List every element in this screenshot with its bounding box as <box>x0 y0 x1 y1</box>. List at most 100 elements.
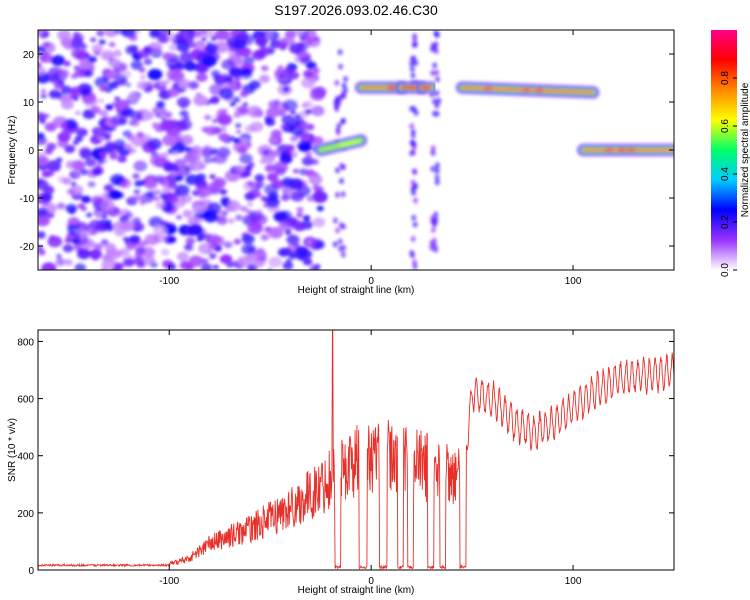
noise-blob <box>277 65 284 70</box>
noise-blob <box>174 159 186 169</box>
noise-blob <box>245 165 253 171</box>
noise-blob <box>261 153 275 164</box>
noise-blob <box>61 86 71 94</box>
noise-blob <box>285 144 294 151</box>
noise-blob <box>137 81 148 89</box>
noise-blob <box>177 97 191 107</box>
gap-blob <box>342 83 347 89</box>
signal-hotspot <box>350 140 360 144</box>
gap-blob <box>340 93 345 99</box>
noise-blob <box>247 222 263 234</box>
noise-blob <box>254 174 264 182</box>
noise-blob <box>146 190 156 198</box>
noise-blob <box>99 152 107 158</box>
noise-blob <box>247 202 253 206</box>
noise-blob <box>227 200 237 208</box>
snr-ylabel: SNR (10 * v/v) <box>7 418 18 482</box>
gap-blob <box>435 76 440 82</box>
noise-blob <box>317 206 324 211</box>
noise-blob <box>240 206 247 212</box>
colorbar-tick-label: 0.2 <box>720 215 731 229</box>
gap-blob <box>335 127 340 133</box>
gap-blob <box>412 264 417 270</box>
noise-blob <box>268 227 283 239</box>
noise-blob <box>134 189 141 194</box>
noise-blob <box>203 157 212 164</box>
noise-blob <box>220 127 226 132</box>
noise-blob <box>234 239 242 245</box>
noise-blob <box>175 34 182 39</box>
noise-blob <box>88 181 96 187</box>
noise-blob <box>218 133 229 142</box>
noise-blob <box>247 106 262 118</box>
noise-blob <box>124 212 133 219</box>
gap-blob <box>334 104 339 110</box>
signal-segment <box>583 148 674 152</box>
noise-blob <box>205 43 218 53</box>
signal-hotspot <box>626 148 636 152</box>
noise-blob <box>184 61 197 71</box>
noise-blob <box>213 153 227 164</box>
gap-blob <box>411 236 416 242</box>
noise-blob <box>43 42 51 48</box>
noise-blob <box>179 110 188 117</box>
noise-blob <box>79 147 91 156</box>
noise-blob <box>115 208 120 212</box>
noise-blob <box>303 258 313 265</box>
noise-blob <box>203 211 218 223</box>
noise-blob <box>57 132 70 142</box>
colorbar-label: Normalized spectral amplitude <box>740 82 750 217</box>
noise-blob <box>275 100 280 104</box>
noise-blob <box>104 223 114 230</box>
noise-blob <box>185 244 191 248</box>
noise-blob <box>101 239 109 245</box>
gap-blob <box>335 192 340 198</box>
signal-hotspot <box>386 86 396 90</box>
snr-line <box>38 330 674 569</box>
noise-blob <box>229 67 243 77</box>
spectrogram-y-tick-label: 10 <box>23 98 35 109</box>
noise-blob <box>270 130 282 139</box>
noise-blob <box>94 50 101 56</box>
noise-blob <box>136 114 142 118</box>
noise-blob <box>242 234 255 244</box>
noise-blob <box>295 246 308 256</box>
noise-blob <box>313 36 320 41</box>
noise-blob <box>281 153 290 160</box>
noise-blob <box>144 58 153 65</box>
noise-blob <box>294 169 300 174</box>
noise-blob <box>281 194 290 201</box>
gap-blob <box>434 70 439 76</box>
noise-blob <box>123 237 129 242</box>
signal-hotspot <box>483 87 493 91</box>
noise-blob <box>188 81 199 89</box>
gap-blob <box>435 174 440 180</box>
noise-blob <box>241 244 256 255</box>
noise-blob <box>193 31 201 37</box>
noise-blob <box>74 66 80 70</box>
gap-blob <box>341 191 346 197</box>
noise-blob <box>112 150 118 155</box>
noise-blob <box>239 154 252 164</box>
noise-blob <box>137 49 148 57</box>
noise-blob <box>273 161 288 173</box>
noise-blob <box>304 37 314 45</box>
noise-blob <box>39 113 46 118</box>
gap-blob <box>410 66 415 72</box>
gap-blob <box>410 73 415 79</box>
noise-blob <box>98 39 105 45</box>
noise-blob <box>80 88 90 96</box>
noise-blob <box>43 186 55 195</box>
noise-blob <box>234 76 241 81</box>
gap-blob <box>435 168 440 174</box>
noise-blob <box>279 42 288 49</box>
noise-blob <box>92 168 102 176</box>
noise-blob <box>289 71 300 79</box>
noise-blob <box>279 210 292 220</box>
noise-blob <box>143 255 156 265</box>
noise-blob <box>232 97 240 103</box>
noise-blob <box>105 87 113 93</box>
noise-blob <box>167 263 176 270</box>
gap-blob <box>341 164 346 170</box>
noise-blob <box>164 162 176 171</box>
